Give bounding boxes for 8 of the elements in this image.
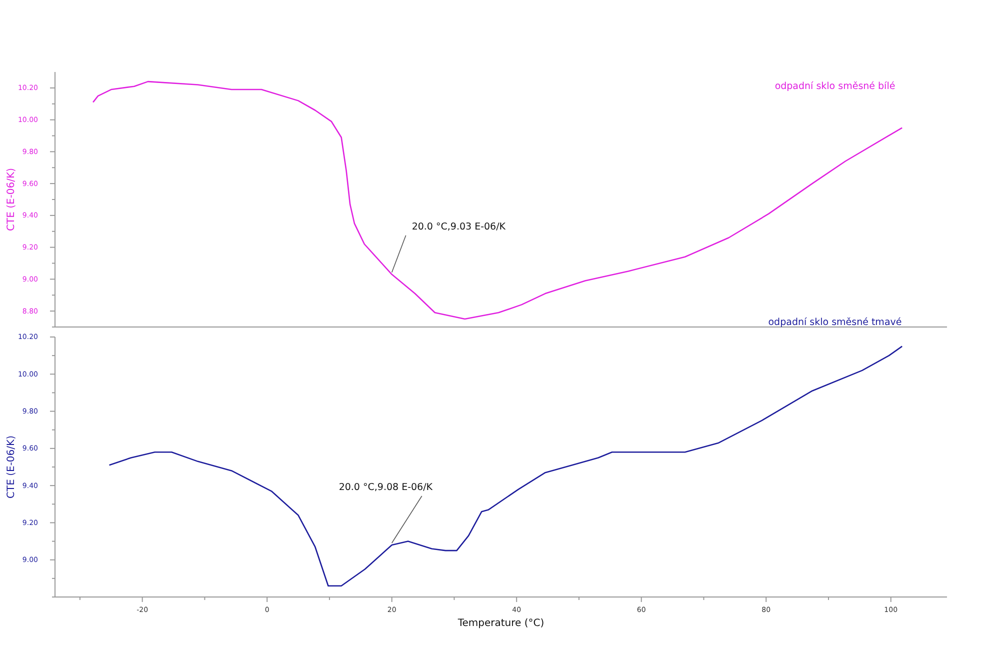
y-axis-title: CTE (E-06/K) (6, 168, 17, 231)
x-axis-title: Temperature (°C) (456, 618, 544, 629)
series-label: odpadní sklo směsné tmavé (768, 317, 902, 328)
line-series (108, 346, 903, 587)
text: odpadní sklo směsné bílé (774, 81, 896, 92)
annotation: 20.0 °C,9.08 E-06/K (338, 482, 434, 493)
y-axis-title: CTE (E-06/K) (6, 435, 17, 498)
annotation: 20.0 °C,9.03 E-06/K (412, 221, 506, 232)
